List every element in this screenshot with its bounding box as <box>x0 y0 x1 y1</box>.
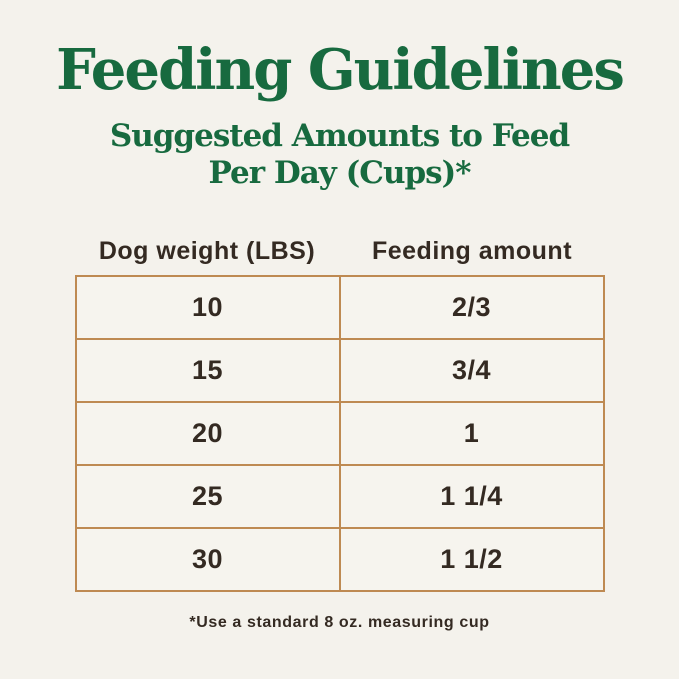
table-row: 20 1 <box>76 401 603 465</box>
feeding-amount-value: 1 1/4 <box>338 466 603 528</box>
page-title: Feeding Guidelines <box>56 37 625 103</box>
feeding-amount-value: 2/3 <box>338 277 603 339</box>
page-subtitle: Suggested Amounts to Feed Per Day (Cups)… <box>0 118 679 191</box>
feeding-amount-value: 3/4 <box>338 340 603 402</box>
measuring-cup-footnote: *Use a standard 8 oz. measuring cup <box>189 614 490 632</box>
table-row: 30 1 1/2 <box>76 527 603 591</box>
dog-weight-value: 10 <box>191 292 224 323</box>
feeding-table-area: Dog weight (LBS) Feeding amount 10 2/3 1… <box>74 237 605 593</box>
feeding-amount-value: 1 <box>338 403 603 465</box>
dog-weight-value: 20 <box>191 418 224 449</box>
subtitle-line-1: Suggested Amounts to Feed <box>109 118 570 154</box>
table-row: 15 3/4 <box>76 338 603 402</box>
column-header-dog-weight: Dog weight (LBS) <box>98 237 316 266</box>
dog-weight-value: 15 <box>191 355 224 386</box>
table-row: 25 1 1/4 <box>76 464 603 528</box>
table-column-headers: Dog weight (LBS) Feeding amount <box>75 237 605 266</box>
dog-weight-value: 30 <box>191 544 224 575</box>
column-header-feeding-amount: Feeding amount <box>371 237 573 266</box>
feeding-table: 10 2/3 15 3/4 20 1 25 1 1/4 30 1 1/2 <box>74 275 605 593</box>
subtitle-line-2: Per Day (Cups)* <box>208 154 472 191</box>
dog-weight-value: 25 <box>191 481 224 512</box>
table-row: 10 2/3 <box>77 277 603 339</box>
feeding-amount-value: 1 1/2 <box>338 529 603 591</box>
